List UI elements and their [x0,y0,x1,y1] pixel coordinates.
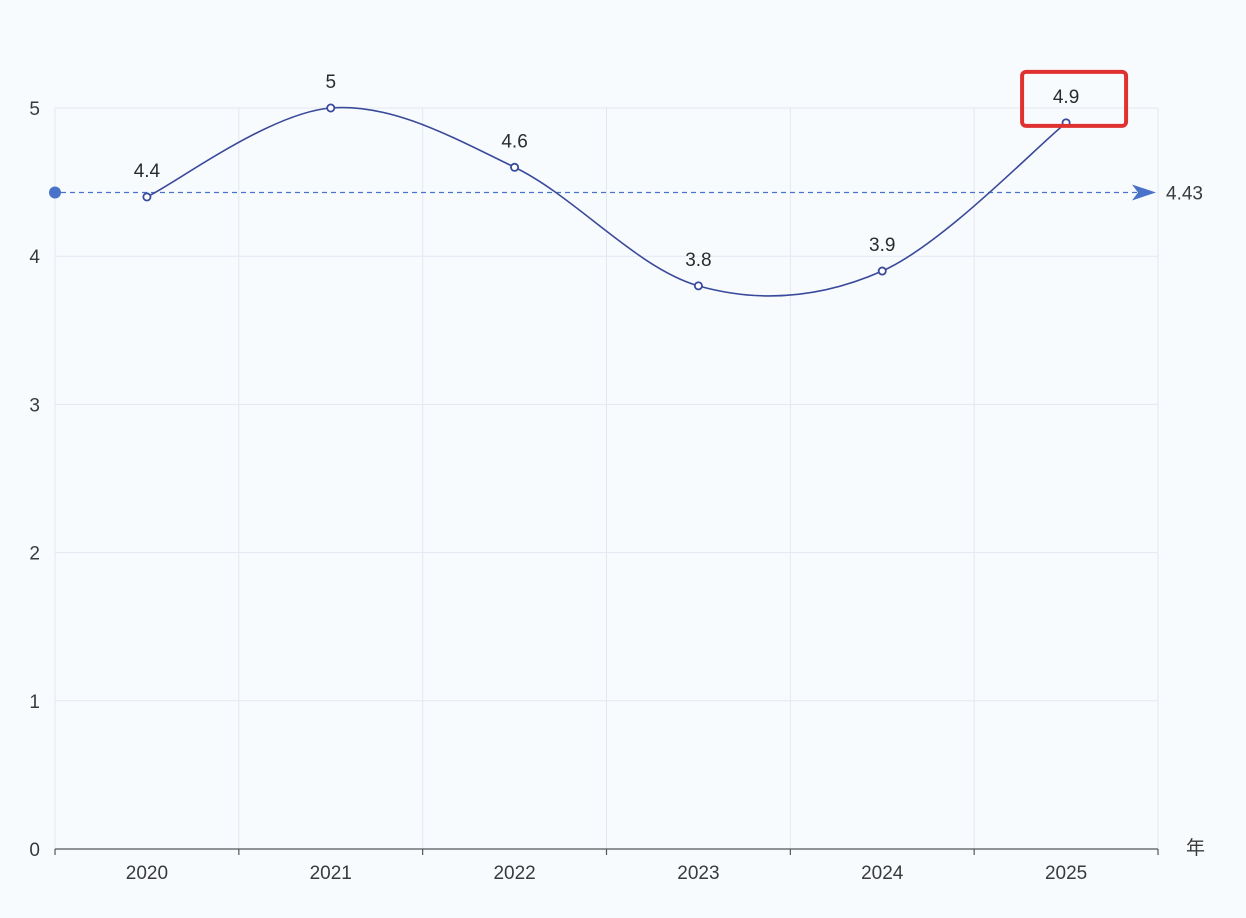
mark-line-start-dot [49,186,61,199]
x-tick-label: 2021 [310,863,352,884]
series-line [146,106,1067,297]
x-tick-label: 2024 [861,863,904,884]
x-axis-unit-label: 年 [1186,837,1205,859]
data-label: 4.4 [134,161,161,182]
data-point [510,162,520,172]
x-tick-label: 2022 [493,863,535,884]
data-label: 3.9 [869,235,895,256]
grid [54,107,1159,849]
data-point [142,192,152,202]
data-label: 5 [325,72,336,93]
data-label: 4.9 [1053,87,1079,108]
data-point [693,281,703,291]
x-tick-label: 2025 [1045,863,1087,884]
x-tick-label: 2023 [677,863,719,884]
highlight-box [1020,69,1129,128]
y-tick-label: 2 [29,544,40,565]
average-mark-line: 4.43 [49,183,1203,204]
x-tick-label: 2020 [126,863,168,884]
data-labels: 4.4 5 4.6 3.8 3.9 4.9 [134,69,1129,271]
y-tick-label: 5 [29,99,40,120]
data-label: 4.6 [501,131,527,152]
y-tick-label: 3 [29,395,40,416]
mark-line-arrow-icon [1132,184,1156,201]
y-tick-label: 1 [29,692,40,713]
data-point [877,266,887,276]
y-tick-label: 0 [29,840,40,861]
mark-line-label: 4.43 [1166,183,1203,204]
axes: 0 1 2 3 4 5 2020 2021 2022 2023 2024 2025 [29,99,1159,884]
y-tick-label: 4 [29,247,40,268]
data-label: 3.8 [685,250,711,271]
data-point [326,103,336,113]
